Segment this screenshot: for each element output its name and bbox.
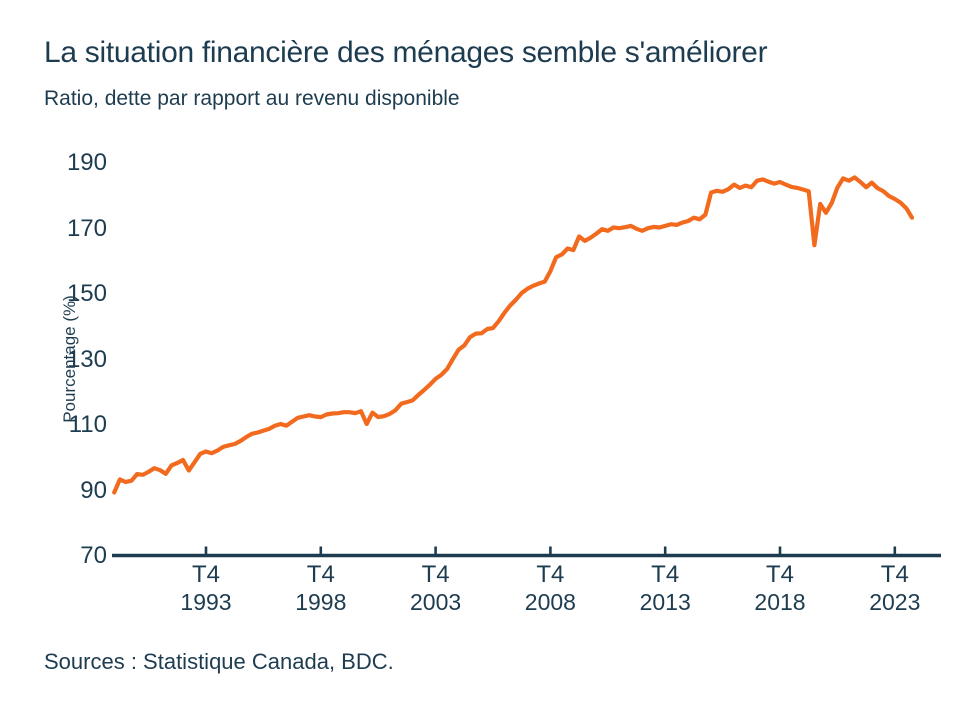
x-tick-year-label: 2023 [869,589,921,615]
x-tick-year-label: 1998 [295,589,347,615]
x-tick-quarter-label: T4 [651,561,680,588]
y-tick-label: 70 [80,542,107,569]
x-tick-quarter-label: T4 [191,561,220,588]
y-tick-label: 90 [80,476,107,504]
y-tick-label: 130 [66,345,107,373]
debt-to-income-ratio-line [112,175,915,495]
source-note: Sources : Statistique Canada, BDC. [44,649,394,674]
y-tick-label: 190 [66,149,107,176]
x-tick-year-label: 2013 [639,589,691,615]
x-tick-quarter-label: T4 [880,561,909,588]
y-tick-label: 170 [66,214,107,242]
x-tick-year-label: 2003 [410,589,462,615]
x-tick-quarter-label: T4 [421,561,450,588]
x-tick-quarter-label: T4 [306,561,335,588]
y-tick-label: 150 [66,280,107,307]
x-tick-quarter-label: T4 [765,561,794,588]
chart-subtitle: Ratio, dette par rapport au revenu dispo… [44,87,460,110]
x-tick-year-label: 2008 [524,589,576,615]
x-tick-year-label: 1993 [180,589,232,615]
x-tick-quarter-label: T4 [536,561,565,588]
y-tick-label: 110 [68,411,107,438]
chart-title: La situation financière des ménages semb… [44,36,768,69]
x-tick-year-label: 2018 [754,589,806,615]
